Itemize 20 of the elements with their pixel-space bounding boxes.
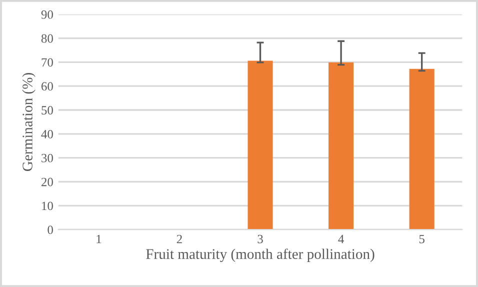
x-tick-label: 4 — [338, 234, 344, 244]
x-tick-label: 5 — [419, 234, 424, 244]
y-tick-label: 80 — [41, 34, 53, 43]
x-tick-label: 1 — [96, 234, 102, 244]
y-tick-label: 70 — [42, 58, 53, 67]
x-axis-title: Fruit maturity (month after pollination) — [146, 248, 374, 262]
y-tick-label: 90 — [41, 10, 53, 19]
bar — [409, 68, 434, 230]
y-tick-label: 20 — [42, 178, 53, 186]
x-tick-label: 3 — [258, 234, 263, 244]
y-tick-label: 0 — [48, 226, 53, 234]
y-tick-label: 60 — [41, 82, 53, 91]
y-axis-title: Germination (%) — [22, 73, 36, 171]
y-tick-label: 10 — [42, 202, 53, 210]
y-tick-label: 30 — [42, 154, 53, 162]
x-tick-label: 2 — [176, 234, 182, 244]
bar — [328, 62, 354, 230]
bar — [248, 60, 273, 230]
y-tick-label: 50 — [42, 106, 53, 114]
y-tick-label: 40 — [41, 130, 53, 138]
